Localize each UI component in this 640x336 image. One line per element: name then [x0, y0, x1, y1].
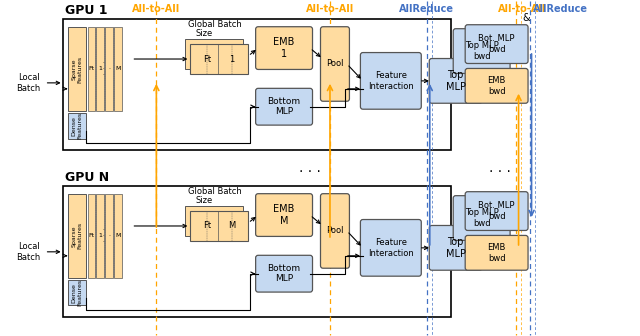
Text: Pool: Pool — [326, 226, 344, 236]
Text: Top MLP
bwd: Top MLP bwd — [465, 41, 499, 61]
Bar — [115, 27, 122, 111]
Text: . . .: . . . — [489, 161, 511, 175]
Bar — [106, 27, 113, 111]
FancyBboxPatch shape — [465, 25, 528, 64]
Text: Ft: Ft — [88, 234, 95, 239]
Text: EMB
bwd: EMB bwd — [488, 76, 506, 95]
Text: Ft: Ft — [203, 221, 211, 230]
Text: Ft: Ft — [203, 54, 211, 64]
Bar — [68, 280, 86, 305]
FancyBboxPatch shape — [321, 194, 349, 268]
Text: Bottom
MLP: Bottom MLP — [268, 264, 301, 283]
Bar — [106, 194, 113, 278]
Text: Size: Size — [195, 29, 212, 38]
Text: Top
MLP: Top MLP — [445, 70, 466, 92]
Text: EMB
M: EMB M — [273, 204, 295, 226]
Bar — [88, 27, 95, 111]
Text: Bot. MLP
bwd: Bot. MLP bwd — [478, 201, 515, 221]
Text: ·
·
·: · · · — [102, 61, 104, 77]
Text: 1: 1 — [230, 54, 235, 64]
Text: Bot. MLP
bwd: Bot. MLP bwd — [478, 34, 515, 54]
Text: Global Batch: Global Batch — [188, 187, 242, 196]
Bar — [63, 186, 451, 318]
FancyBboxPatch shape — [465, 192, 528, 230]
FancyBboxPatch shape — [360, 219, 421, 276]
Text: Top
MLP: Top MLP — [445, 237, 466, 259]
Text: M: M — [116, 67, 121, 72]
Text: Dense
Features: Dense Features — [71, 112, 82, 139]
Bar — [68, 27, 86, 111]
Text: All-to-All: All-to-All — [499, 4, 547, 14]
Text: All-to-All: All-to-All — [306, 4, 354, 14]
Text: Local
Batch: Local Batch — [17, 242, 41, 261]
FancyBboxPatch shape — [453, 29, 510, 74]
Bar — [186, 39, 243, 69]
Text: GPU N: GPU N — [65, 171, 109, 184]
Text: Bottom
MLP: Bottom MLP — [268, 97, 301, 116]
Text: Dense
Features: Dense Features — [71, 279, 82, 306]
Text: Global Batch: Global Batch — [188, 20, 242, 29]
FancyBboxPatch shape — [465, 236, 528, 270]
Text: . . .: . . . — [299, 161, 321, 175]
FancyBboxPatch shape — [255, 194, 312, 237]
Bar — [190, 44, 248, 74]
FancyBboxPatch shape — [465, 69, 528, 103]
Text: EMB
1: EMB 1 — [273, 37, 295, 59]
Text: Sparse
Features: Sparse Features — [71, 55, 82, 83]
FancyBboxPatch shape — [321, 27, 349, 101]
FancyBboxPatch shape — [360, 52, 421, 109]
Text: ·
·
·: · · · — [102, 227, 104, 244]
Bar — [68, 113, 86, 138]
Text: EMB
bwd: EMB bwd — [488, 243, 506, 262]
Text: Feature
Interaction: Feature Interaction — [368, 238, 413, 258]
Text: 1: 1 — [99, 67, 102, 72]
Text: Feature
Interaction: Feature Interaction — [368, 71, 413, 91]
Text: Ft: Ft — [88, 67, 95, 72]
Text: Pool: Pool — [326, 59, 344, 69]
Text: AllReduce: AllReduce — [532, 4, 588, 14]
Text: &: & — [522, 13, 530, 23]
Text: GPU 1: GPU 1 — [65, 4, 107, 17]
Bar — [63, 19, 451, 151]
FancyBboxPatch shape — [429, 225, 482, 270]
Bar — [97, 27, 104, 111]
Text: M: M — [116, 234, 121, 239]
Text: ·: · — [108, 234, 111, 239]
Text: Local
Batch: Local Batch — [17, 73, 41, 93]
Text: Sparse
Features: Sparse Features — [71, 222, 82, 250]
Bar — [190, 211, 248, 241]
Bar — [97, 194, 104, 278]
FancyBboxPatch shape — [429, 58, 482, 103]
FancyBboxPatch shape — [255, 27, 312, 70]
Text: All-to-All: All-to-All — [132, 4, 180, 14]
Text: AllReduce: AllReduce — [399, 4, 454, 14]
Bar — [186, 206, 243, 236]
Text: Top MLP
bwd: Top MLP bwd — [465, 208, 499, 228]
Text: Size: Size — [195, 196, 212, 205]
Bar — [88, 194, 95, 278]
FancyBboxPatch shape — [453, 196, 510, 240]
FancyBboxPatch shape — [255, 88, 312, 125]
Text: ·: · — [108, 67, 111, 72]
FancyBboxPatch shape — [255, 255, 312, 292]
Bar — [68, 194, 86, 278]
Text: 1: 1 — [99, 234, 102, 239]
Bar — [115, 194, 122, 278]
Text: M: M — [228, 221, 236, 230]
